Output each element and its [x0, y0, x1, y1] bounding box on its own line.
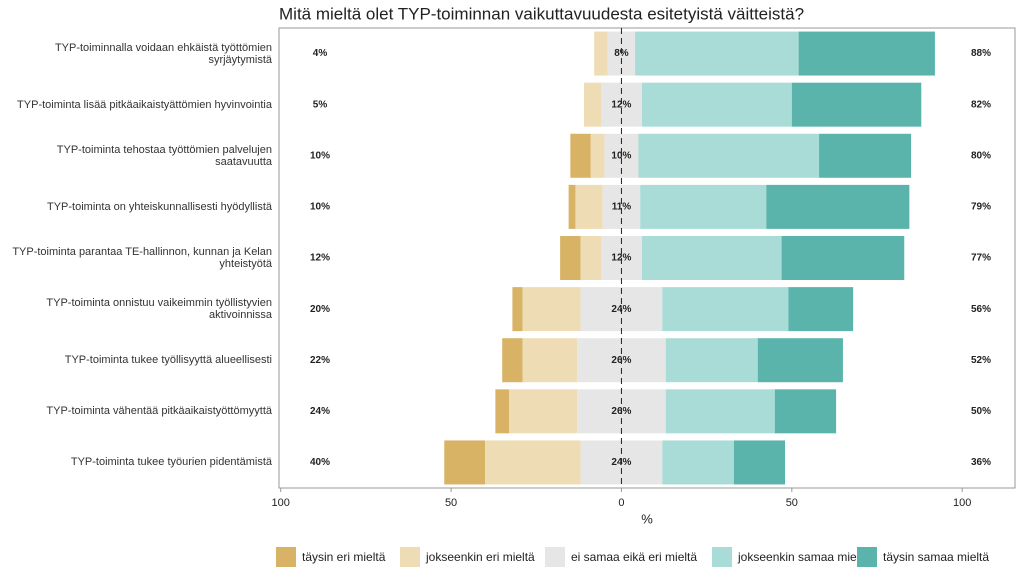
plot-frame: [278, 27, 1016, 489]
bar-segment: [590, 133, 605, 178]
agree-total: 80%: [971, 150, 991, 161]
bar-segment: [766, 184, 910, 229]
bar-segment: [757, 338, 843, 383]
bar-segment: [580, 236, 601, 280]
bar-segment: [594, 31, 608, 76]
bar-segment: [774, 389, 837, 434]
bar-label: 10%: [611, 150, 631, 161]
bar-segment: [522, 338, 578, 383]
category-label: TYP-toiminta parantaa TE-hallinnon, kunn…: [12, 246, 272, 270]
x-tick-label: 100: [953, 497, 971, 509]
agree-total: 79%: [971, 202, 991, 213]
legend-label: jokseenkin samaa mieltä: [737, 550, 870, 564]
disagree-total: 20%: [310, 304, 330, 315]
bar-segment: [495, 389, 509, 434]
legend-label: ei samaa eikä eri mieltä: [571, 550, 697, 564]
category-label: TYP-toiminta tukee työllisyyttä alueelli…: [64, 354, 272, 367]
bar-segment: [791, 82, 922, 127]
bar-segment: [781, 236, 905, 280]
bar-segment: [641, 236, 782, 280]
agree-total: 50%: [971, 406, 991, 417]
bar-segment: [798, 31, 935, 76]
disagree-total: 12%: [310, 253, 330, 264]
agree-total: 82%: [971, 99, 991, 110]
category-label: TYP-toiminta lisää pitkäaikaistyättömien…: [17, 98, 272, 111]
bar-segment: [665, 389, 775, 434]
bar-segment: [575, 184, 603, 229]
bar-segment: [788, 287, 854, 332]
disagree-total: 4%: [313, 48, 328, 59]
agree-total: 56%: [971, 304, 991, 315]
category-label: TYP-toiminta vähentää pitkäaikaistyöttöm…: [46, 405, 272, 418]
bar-segment: [662, 440, 734, 485]
agree-total: 52%: [971, 355, 991, 366]
bar-segment: [444, 440, 486, 485]
legend-label: täysin eri mieltä: [302, 550, 386, 564]
category-label: TYP-toiminnalla voidaan ehkäistä työttöm…: [54, 41, 272, 66]
bar-segment: [665, 338, 758, 383]
legend-label: täysin samaa mieltä: [883, 550, 989, 564]
chart-title: Mitä mieltä olet TYP-toiminnan vaikuttav…: [279, 4, 804, 23]
disagree-total: 10%: [310, 150, 330, 161]
disagree-total: 22%: [310, 355, 330, 366]
legend-swatch: [712, 547, 732, 567]
bar-label: 11%: [612, 202, 632, 213]
category-label: TYP-toiminta onnistuu vaikeimmin työllis…: [46, 297, 272, 322]
bar-segment: [733, 440, 785, 485]
bar-segment: [641, 82, 792, 127]
disagree-total: 40%: [310, 457, 330, 468]
bar-segment: [583, 82, 601, 127]
bar-segment: [522, 287, 581, 332]
legend-swatch: [400, 547, 420, 567]
legend-swatch: [276, 547, 296, 567]
x-tick-label: 50: [445, 497, 457, 509]
bar-segment: [570, 133, 591, 178]
disagree-total: 24%: [310, 406, 330, 417]
bar-segment: [560, 236, 581, 280]
bar-label: 12%: [611, 99, 631, 110]
bar-segment: [512, 287, 523, 332]
agree-total: 36%: [971, 457, 991, 468]
bar-segment: [662, 287, 789, 332]
bar-segment: [640, 184, 767, 229]
bar-segment: [568, 184, 576, 229]
legend-swatch: [545, 547, 565, 567]
category-label: TYP-toiminta tehostaa työttömien palvelu…: [56, 143, 272, 168]
category-label: TYP-toiminta on yhteiskunnallisesti hyöd…: [47, 200, 272, 213]
agree-total: 77%: [971, 253, 991, 264]
bar-segment: [638, 133, 820, 178]
legend-label: jokseenkin eri mieltä: [425, 550, 535, 564]
bar-segment: [485, 440, 581, 485]
legend-swatch: [857, 547, 877, 567]
bar-segment: [502, 338, 523, 383]
x-tick-label: 100: [272, 497, 290, 509]
disagree-total: 10%: [310, 202, 330, 213]
x-axis-label: %: [641, 511, 653, 526]
agree-total: 88%: [971, 48, 991, 59]
x-tick-label: 50: [786, 497, 798, 509]
x-tick-label: 0: [618, 497, 624, 509]
disagree-total: 5%: [313, 99, 328, 110]
bar-segment: [509, 389, 578, 434]
bar-segment: [819, 133, 912, 178]
category-label: TYP-toiminta tukee työurien pidentämistä: [70, 456, 272, 469]
bar-segment: [635, 31, 799, 76]
